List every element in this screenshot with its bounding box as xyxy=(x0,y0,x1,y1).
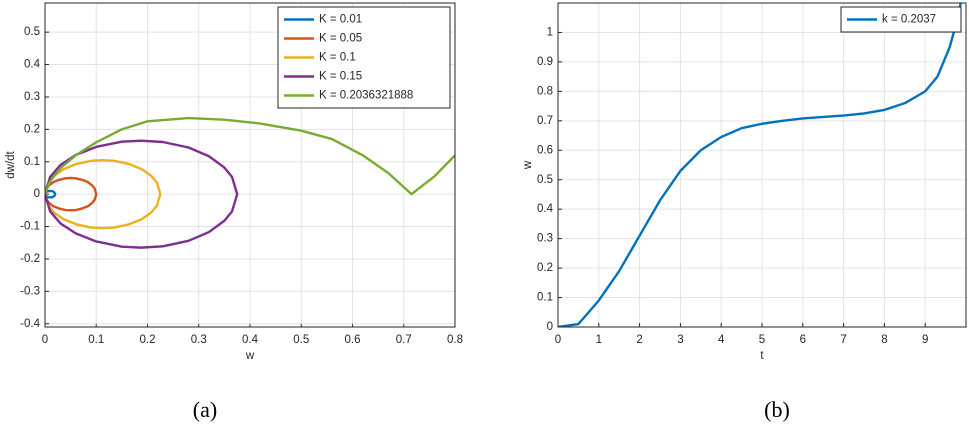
y-tick-label: -0.3 xyxy=(20,285,40,297)
legend-label: k = 0.2037 xyxy=(882,14,936,26)
y-tick-label: 0.5 xyxy=(24,26,40,38)
y-tick-label: 0.6 xyxy=(537,144,553,156)
legend-label: K = 0.05 xyxy=(319,33,362,45)
y-tick-label: -0.2 xyxy=(20,253,40,265)
x-axis-label: w xyxy=(245,350,255,362)
y-tick-label: 0.7 xyxy=(537,115,553,127)
y-tick-label: 0.3 xyxy=(24,91,40,103)
y-tick-label: 0.1 xyxy=(537,292,553,304)
y-tick-label: 1 xyxy=(547,26,553,38)
y-tick-label: 0.2 xyxy=(537,262,553,274)
x-tick-label: 0.6 xyxy=(345,334,361,346)
x-axis-label: t xyxy=(760,350,764,362)
y-tick-label: 0.4 xyxy=(24,59,41,71)
legend-label: K = 0.2036321888 xyxy=(319,90,413,102)
y-tick-label: 0.4 xyxy=(537,203,554,215)
caption: (b) xyxy=(764,397,790,422)
x-tick-label: 7 xyxy=(840,334,846,346)
y-tick-label: 0.2 xyxy=(24,123,40,135)
x-tick-label: 8 xyxy=(881,334,887,346)
x-tick-label: 0.1 xyxy=(88,334,104,346)
y-tick-label: 0 xyxy=(547,321,553,333)
legend-label: K = 0.1 xyxy=(319,52,356,64)
axes-box xyxy=(557,2,967,328)
x-tick-label: 5 xyxy=(759,334,765,346)
x-tick-label: 3 xyxy=(677,334,683,346)
x-tick-label: 0.8 xyxy=(447,334,463,346)
y-tick-label: -0.1 xyxy=(20,221,40,233)
x-tick-label: 0.2 xyxy=(140,334,156,346)
y-tick-label: 0.1 xyxy=(24,156,40,168)
x-tick-label: 0.3 xyxy=(191,334,207,346)
y-tick-label: 0.8 xyxy=(537,85,553,97)
y-tick-label: 0.5 xyxy=(537,174,553,186)
data-line xyxy=(45,139,239,249)
data-line xyxy=(45,189,57,199)
data-line xyxy=(45,176,98,212)
x-tick-label: 0 xyxy=(555,334,561,346)
x-tick-label: 0.5 xyxy=(293,334,309,346)
y-axis-label: w xyxy=(522,160,534,170)
data-line xyxy=(558,3,962,327)
x-tick-label: 0 xyxy=(42,334,48,346)
y-tick-label: 0.3 xyxy=(537,233,553,245)
axes-box xyxy=(44,2,456,328)
x-tick-label: 4 xyxy=(718,334,725,346)
caption: (a) xyxy=(193,397,217,422)
legend-label: K = 0.01 xyxy=(319,14,362,26)
data-line xyxy=(45,158,162,230)
x-tick-label: 6 xyxy=(800,334,806,346)
legend-label: K = 0.15 xyxy=(319,71,362,83)
x-tick-label: 9 xyxy=(922,334,928,346)
x-tick-label: 0.7 xyxy=(396,334,412,346)
x-tick-label: 2 xyxy=(636,334,642,346)
y-tick-label: -0.4 xyxy=(20,318,40,330)
y-tick-label: 0 xyxy=(34,188,40,200)
y-tick-label: 0.9 xyxy=(537,56,553,68)
x-tick-label: 1 xyxy=(596,334,602,346)
y-axis-label: dw/dt xyxy=(5,150,17,178)
data-line xyxy=(45,116,455,196)
x-tick-label: 0.4 xyxy=(242,334,259,346)
